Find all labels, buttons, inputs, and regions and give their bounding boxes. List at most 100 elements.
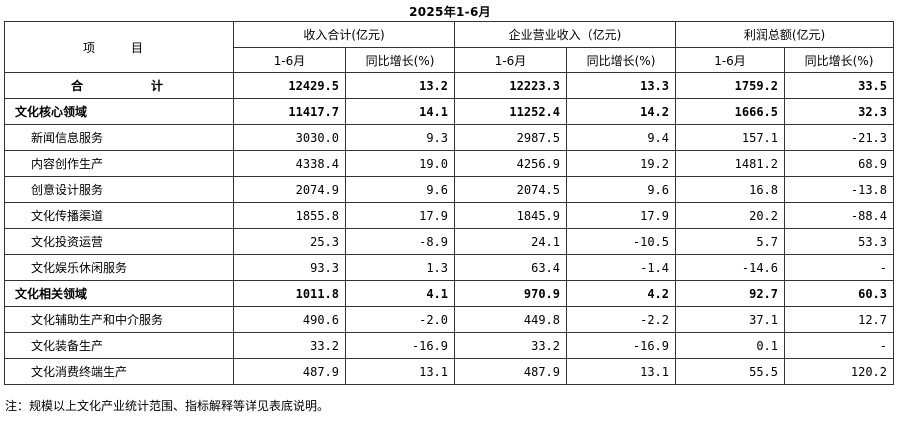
value-cell: 1666.5 xyxy=(675,98,785,125)
value-cell: 24.1 xyxy=(454,228,567,255)
value-cell: 0.1 xyxy=(675,332,785,359)
value-cell: 33.2 xyxy=(233,332,346,359)
growth-cell: 14.2 xyxy=(566,98,676,125)
table-row: 文化投资运营 25.3 -8.9 24.1 -10.5 5.7 53.3 xyxy=(4,228,894,255)
table-row: 新闻信息服务 3030.0 9.3 2987.5 9.4 157.1 -21.3 xyxy=(4,124,894,151)
table-row: 文化装备生产 33.2 -16.9 33.2 -16.9 0.1- xyxy=(4,332,894,359)
data-table: 项 目 收入合计(亿元) 企业营业收入（亿元) 利润总额(亿元) 1-6月 同比… xyxy=(4,21,894,385)
value-cell: -14.6 xyxy=(675,254,785,281)
growth-cell: 120.2 xyxy=(784,358,894,385)
growth-cell: -2.2 xyxy=(566,306,676,333)
value-cell: 2074.9 xyxy=(233,176,346,203)
growth-cell: 17.9 xyxy=(345,202,455,229)
growth-cell: -8.9 xyxy=(345,228,455,255)
growth-cell: - xyxy=(784,332,894,359)
group-header-operating-income: 企业营业收入（亿元) xyxy=(454,21,676,48)
value-cell: 1759.2 xyxy=(675,72,785,99)
growth-cell: -21.3 xyxy=(784,124,894,151)
row-label: 合 计 xyxy=(4,72,234,99)
value-cell: 490.6 xyxy=(233,306,346,333)
growth-cell: 17.9 xyxy=(566,202,676,229)
row-label: 文化装备生产 xyxy=(4,332,234,359)
value-cell: 11417.7 xyxy=(233,98,346,125)
growth-cell: 4.1 xyxy=(345,280,455,307)
item-column-header: 项 目 xyxy=(4,21,234,73)
sub-header-period: 1-6月 xyxy=(233,47,346,73)
group-header-total-income: 收入合计(亿元) xyxy=(233,21,455,48)
growth-cell: 14.1 xyxy=(345,98,455,125)
value-cell: 92.7 xyxy=(675,280,785,307)
row-label: 文化核心领域 xyxy=(4,98,234,125)
growth-cell: 9.6 xyxy=(345,176,455,203)
value-cell: 4338.4 xyxy=(233,150,346,177)
value-cell: 16.8 xyxy=(675,176,785,203)
growth-cell: 12.7 xyxy=(784,306,894,333)
growth-cell: - xyxy=(784,254,894,281)
value-cell: 93.3 xyxy=(233,254,346,281)
value-cell: 487.9 xyxy=(454,358,567,385)
value-cell: 1011.8 xyxy=(233,280,346,307)
growth-cell: 60.3 xyxy=(784,280,894,307)
value-cell: 157.1 xyxy=(675,124,785,151)
table-title: 2025年1-6月 xyxy=(409,5,491,19)
value-cell: 970.9 xyxy=(454,280,567,307)
value-cell: 37.1 xyxy=(675,306,785,333)
row-label: 文化消费终端生产 xyxy=(4,358,234,385)
growth-cell: 53.3 xyxy=(784,228,894,255)
growth-cell: 32.3 xyxy=(784,98,894,125)
growth-cell: 13.3 xyxy=(566,72,676,99)
table-row: 文化消费终端生产 487.9 13.1 487.9 13.1 55.5 120.2 xyxy=(4,358,894,385)
row-label: 文化相关领域 xyxy=(4,280,234,307)
row-label: 内容创作生产 xyxy=(4,150,234,177)
growth-cell: 13.2 xyxy=(345,72,455,99)
growth-cell: 68.9 xyxy=(784,150,894,177)
growth-cell: -88.4 xyxy=(784,202,894,229)
growth-cell: -2.0 xyxy=(345,306,455,333)
growth-cell: -16.9 xyxy=(566,332,676,359)
growth-cell: 19.2 xyxy=(566,150,676,177)
row-label: 新闻信息服务 xyxy=(4,124,234,151)
table-row: 文化传播渠道 1855.8 17.9 1845.9 17.9 20.2 -88.4 xyxy=(4,202,894,229)
sub-header-period: 1-6月 xyxy=(454,47,567,73)
value-cell: 2987.5 xyxy=(454,124,567,151)
value-cell: 63.4 xyxy=(454,254,567,281)
sub-header-period: 1-6月 xyxy=(675,47,785,73)
value-cell: 33.2 xyxy=(454,332,567,359)
value-cell: 487.9 xyxy=(233,358,346,385)
growth-cell: 4.2 xyxy=(566,280,676,307)
value-cell: 449.8 xyxy=(454,306,567,333)
table-row: 文化相关领域 1011.8 4.1 970.9 4.2 92.7 60.3 xyxy=(4,280,894,307)
table-row: 创意设计服务 2074.9 9.6 2074.5 9.6 16.8 -13.8 xyxy=(4,176,894,203)
value-cell: 2074.5 xyxy=(454,176,567,203)
value-cell: 55.5 xyxy=(675,358,785,385)
value-cell: 5.7 xyxy=(675,228,785,255)
sub-header-growth: 同比增长(%) xyxy=(566,47,676,73)
table-row: 内容创作生产 4338.4 19.0 4256.9 19.2 1481.2 68.9 xyxy=(4,150,894,177)
growth-cell: 13.1 xyxy=(345,358,455,385)
value-cell: 12223.3 xyxy=(454,72,567,99)
value-cell: 1845.9 xyxy=(454,202,567,229)
value-cell: 11252.4 xyxy=(454,98,567,125)
sub-header-growth: 同比增长(%) xyxy=(345,47,455,73)
growth-cell: 33.5 xyxy=(784,72,894,99)
value-cell: 20.2 xyxy=(675,202,785,229)
growth-cell: 9.4 xyxy=(566,124,676,151)
row-label: 文化投资运营 xyxy=(4,228,234,255)
table-row: 文化辅助生产和中介服务 490.6 -2.0 449.8 -2.2 37.1 12.7 xyxy=(4,306,894,333)
table-row: 文化核心领域 11417.7 14.1 11252.4 14.2 1666.5 32.3 xyxy=(4,98,894,125)
value-cell: 25.3 xyxy=(233,228,346,255)
value-cell: 4256.9 xyxy=(454,150,567,177)
growth-cell: -1.4 xyxy=(566,254,676,281)
value-cell: 1855.8 xyxy=(233,202,346,229)
row-label: 文化传播渠道 xyxy=(4,202,234,229)
growth-cell: -16.9 xyxy=(345,332,455,359)
growth-cell: -10.5 xyxy=(566,228,676,255)
row-label: 创意设计服务 xyxy=(4,176,234,203)
footnote: 注：规模以上文化产业统计范围、指标解释等详见表底说明。 xyxy=(5,399,330,413)
growth-cell: 9.3 xyxy=(345,124,455,151)
growth-cell: -13.8 xyxy=(784,176,894,203)
growth-cell: 13.1 xyxy=(566,358,676,385)
value-cell: 12429.5 xyxy=(233,72,346,99)
value-cell: 1481.2 xyxy=(675,150,785,177)
table-row: 文化娱乐休闲服务 93.3 1.3 63.4 -1.4 -14.6- xyxy=(4,254,894,281)
